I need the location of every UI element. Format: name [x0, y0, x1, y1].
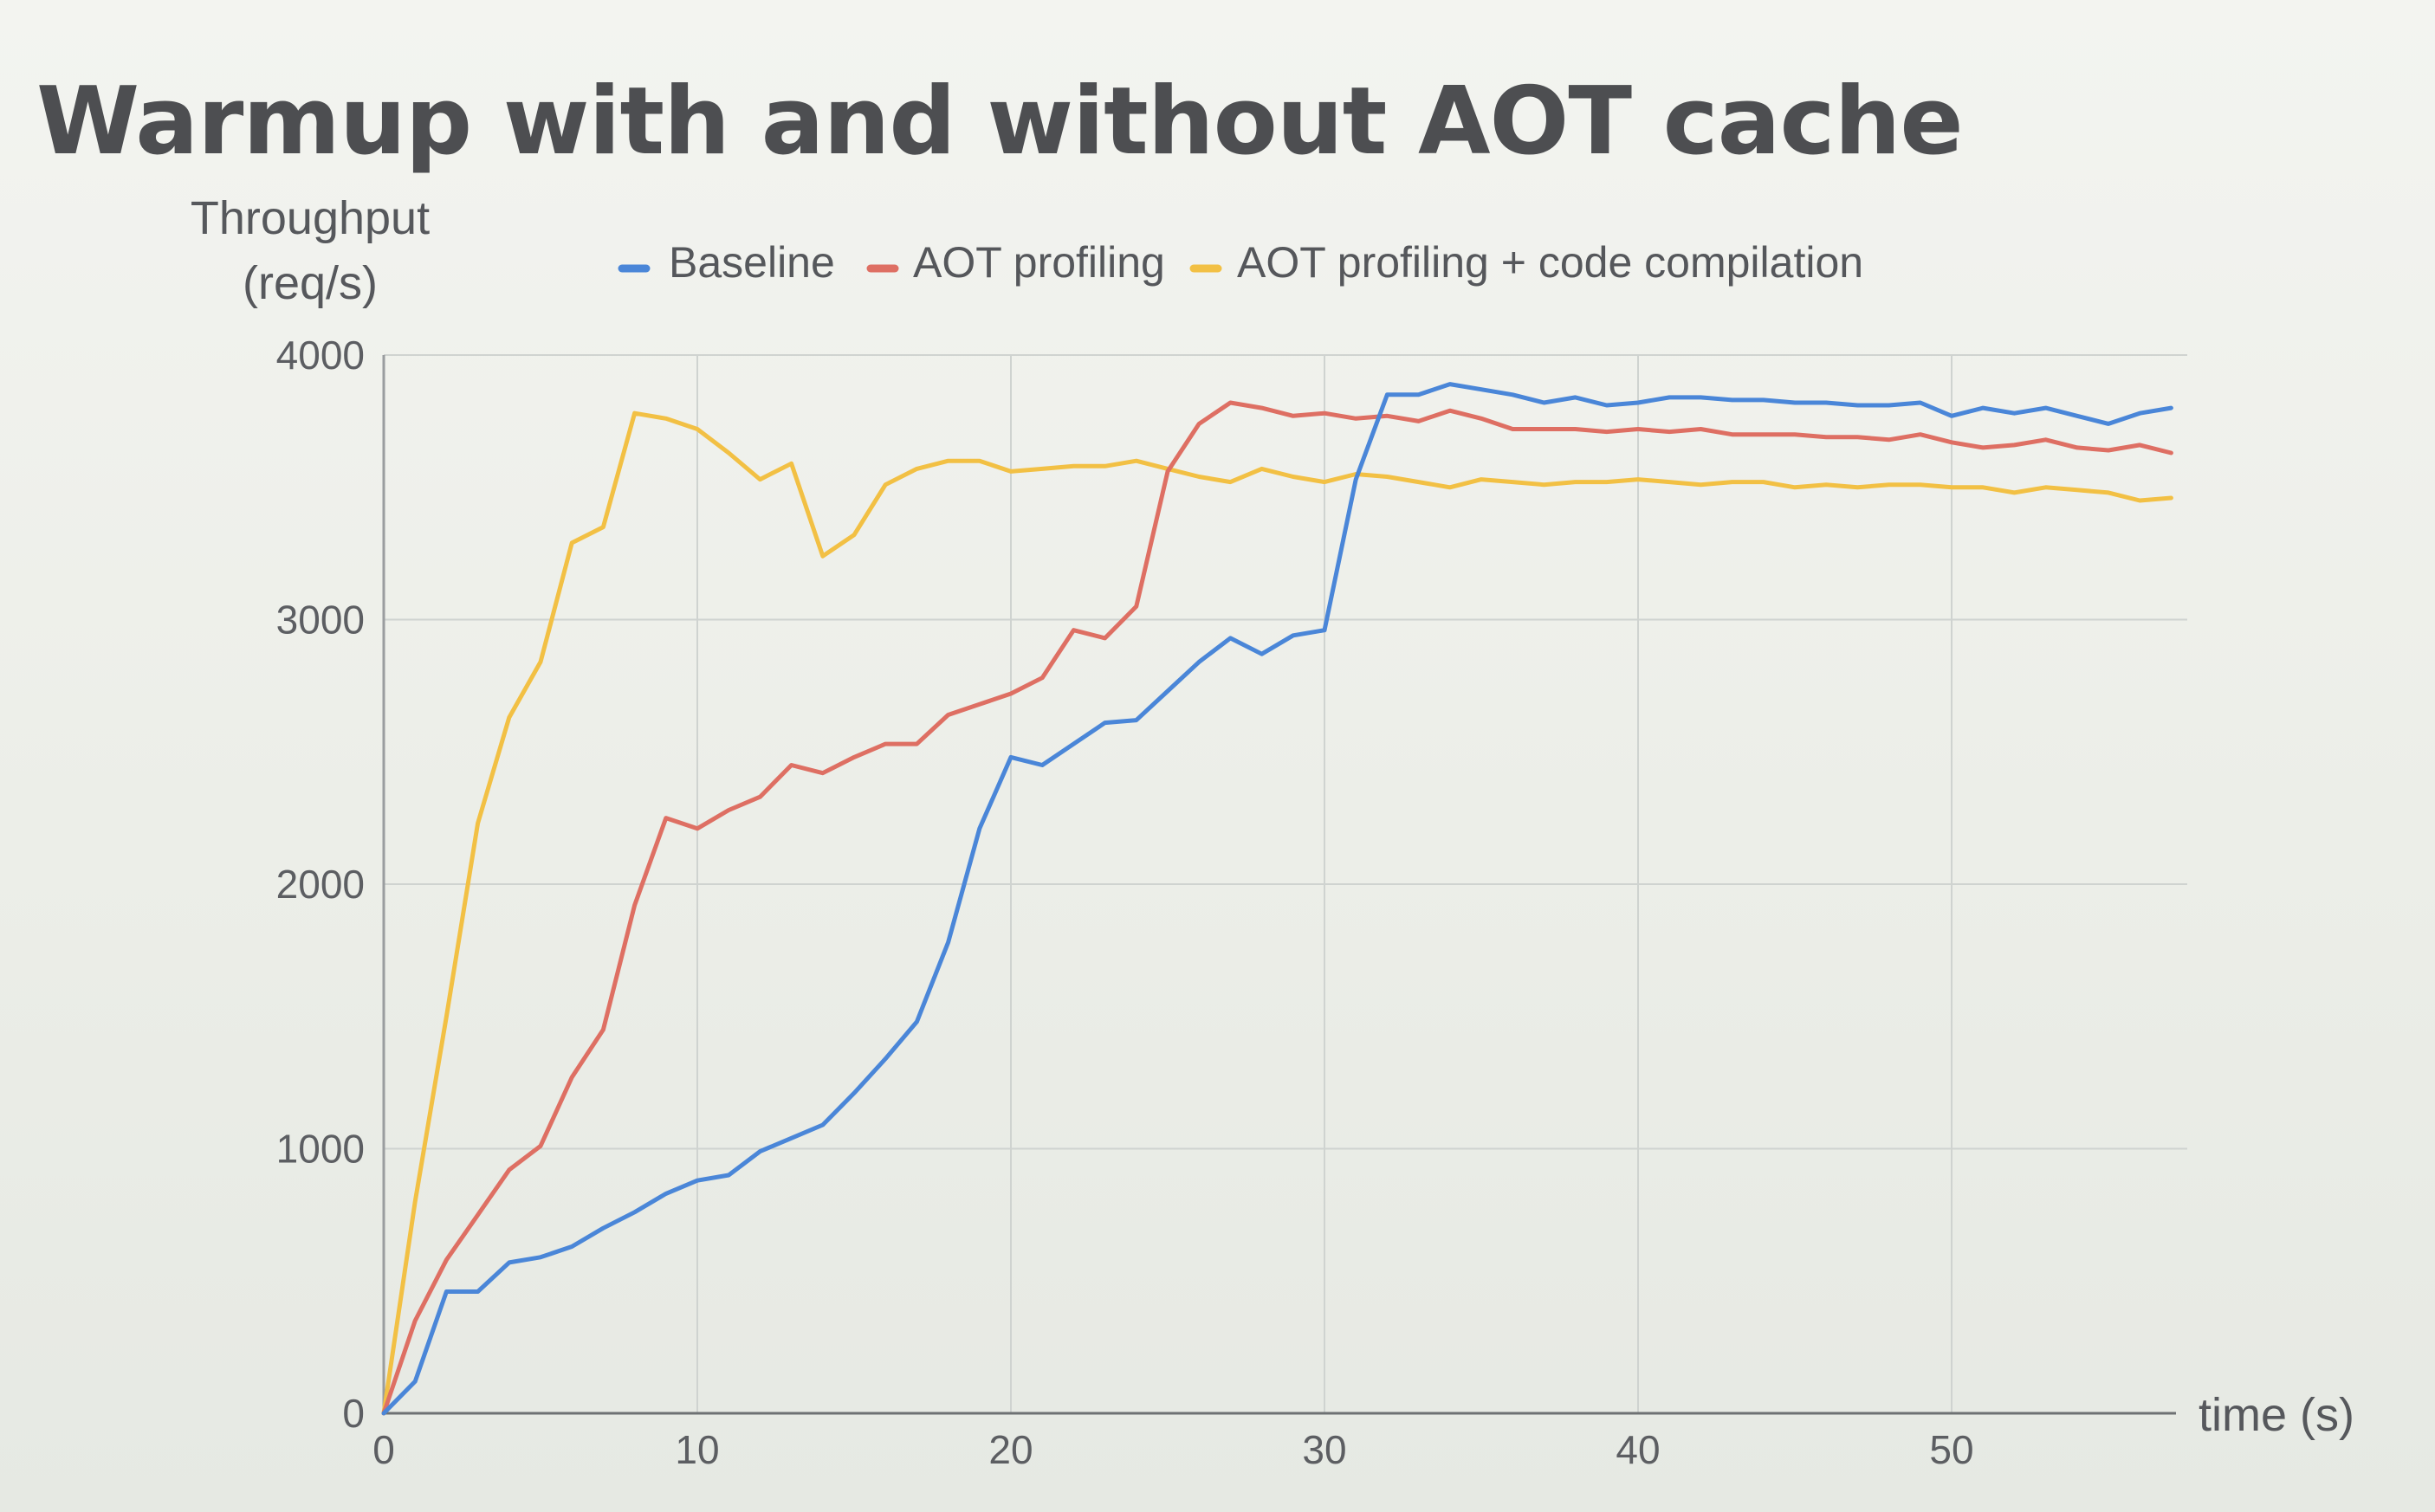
y-tick-label-3000: 3000	[276, 598, 365, 643]
legend-label-baseline: Baseline	[669, 238, 835, 287]
x-axis-label: time (s)	[2199, 1389, 2354, 1441]
x-tick-label-10: 10	[675, 1427, 719, 1472]
legend-label-aot-profiling: AOT profiling	[913, 238, 1165, 287]
x-tick-label-0: 0	[372, 1427, 395, 1472]
legend-label-aot-profiling-code-compilation: AOT profiling + code compilation	[1237, 238, 1863, 287]
grid-lines	[384, 354, 2187, 1413]
series-line-aot-profiling-code-compilation	[381, 410, 2173, 1416]
x-tick-label-20: 20	[988, 1427, 1033, 1472]
y-axis-label-line-1: Throughput	[191, 192, 430, 244]
y-tick-label-0: 0	[342, 1391, 365, 1436]
axes	[382, 355, 2176, 1415]
legend-item-aot-profiling-code-compilation: AOT profiling + code compilation	[1189, 238, 1863, 287]
series-lines	[381, 382, 2173, 1416]
y-axis-label-line-2: (req/s)	[243, 257, 378, 309]
x-tick-label-40: 40	[1616, 1427, 1660, 1472]
y-tick-label-2000: 2000	[276, 862, 365, 907]
legend: Baseline AOT profiling AOT profiling + c…	[618, 238, 1863, 287]
slide-title: Warmup with and without AOT cache	[36, 68, 1964, 176]
y-tick-label-4000: 4000	[276, 333, 365, 378]
x-tick-label-30: 30	[1302, 1427, 1346, 1472]
x-tick-label-50: 50	[1929, 1427, 1973, 1472]
y-tick-label-1000: 1000	[276, 1127, 365, 1172]
legend-item-aot-profiling: AOT profiling	[866, 238, 1165, 287]
series-line-aot-profiling	[381, 400, 2173, 1416]
x-tick-labels: 0 10 20 30 40 50	[372, 1427, 1973, 1472]
series-line-baseline	[381, 382, 2173, 1416]
legend-item-baseline: Baseline	[618, 238, 835, 287]
y-tick-labels: 0 1000 2000 3000 4000	[276, 333, 365, 1436]
